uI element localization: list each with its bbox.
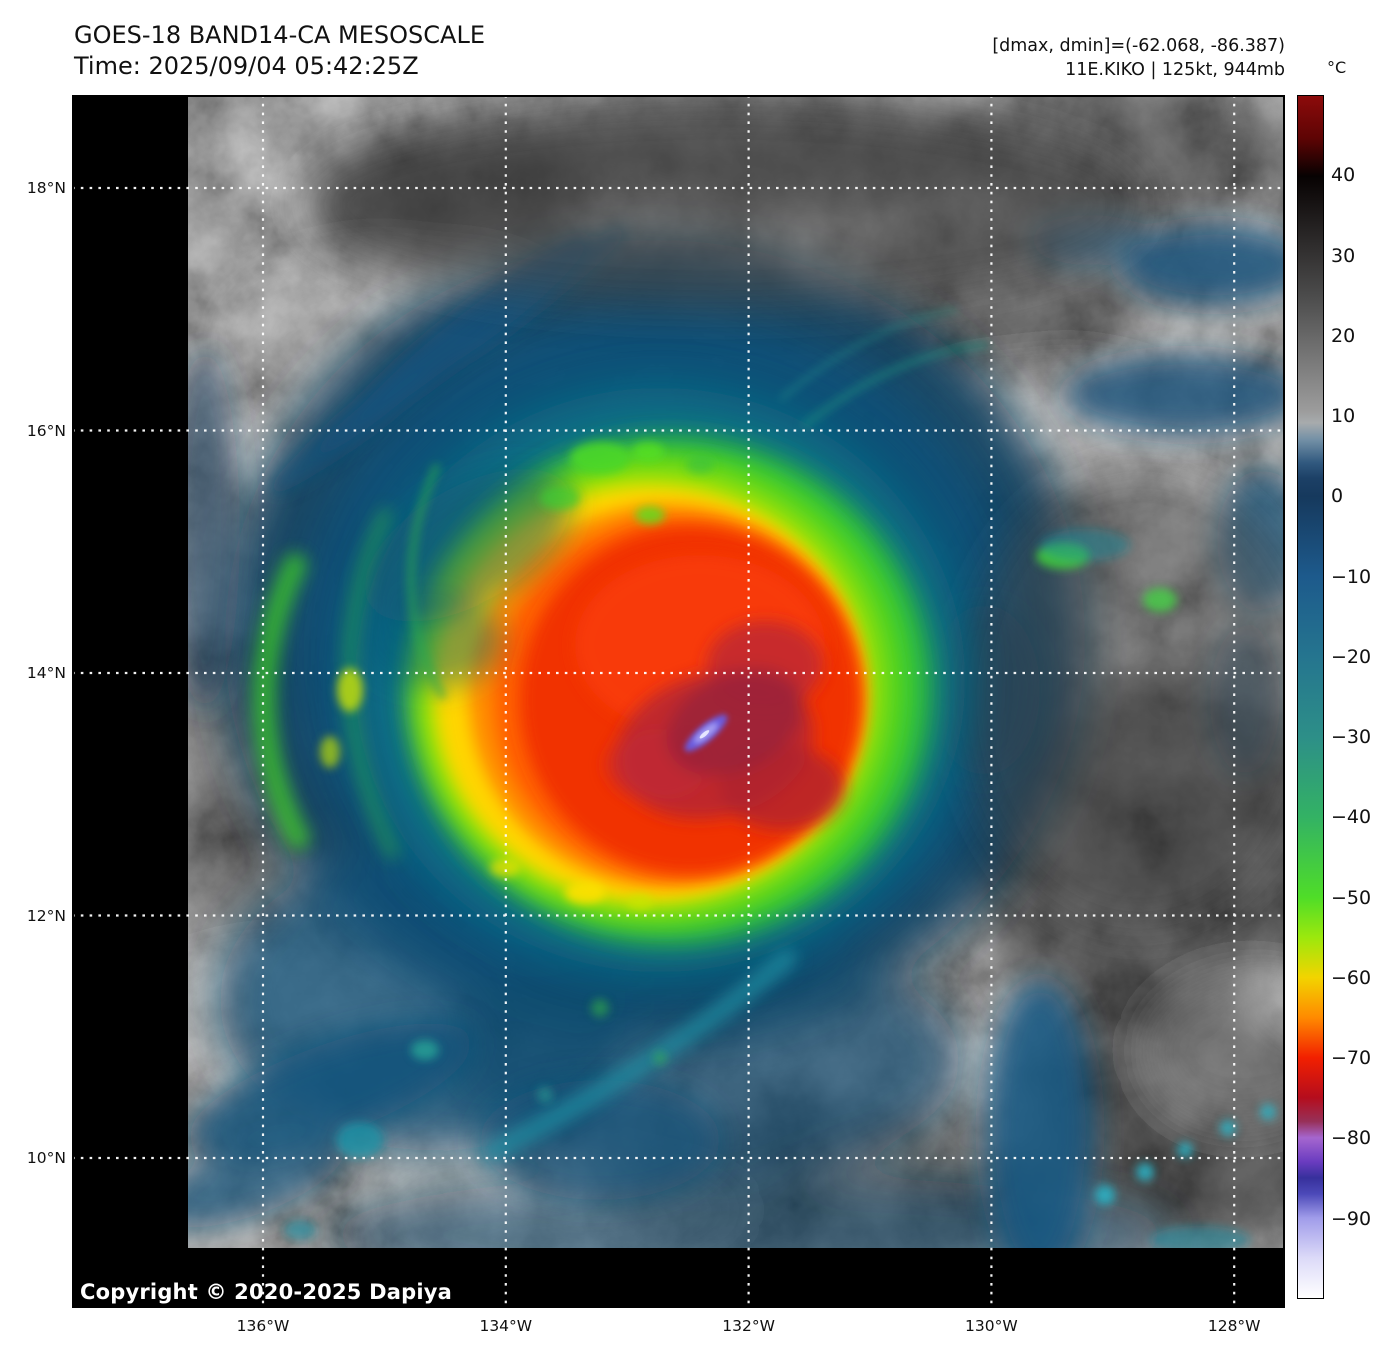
no-data-bottom-strip [72,1248,1285,1308]
colorbar-tick-label: −40 [1331,806,1372,829]
lon-tick-label: 134°W [479,1317,533,1335]
colorbar-tick-label: 40 [1331,164,1356,187]
eye-overshoot-streak [684,714,728,752]
lat-tick-label: 12°N [26,906,66,925]
lon-tick-label: 132°W [722,1317,775,1335]
colorbar-unit-label: °C [1327,58,1347,77]
satellite-data-layer [188,97,1285,1248]
lat-tick-label: 16°N [26,421,66,440]
copyright-label: Copyright © 2020-2025 Dapiya [80,1280,452,1304]
colorbar-tick-label: −50 [1331,886,1372,909]
plot-border [72,95,1285,1308]
lon-tick-label: 130°W [965,1317,1018,1335]
satellite-map-plot [72,95,1285,1308]
colorbar-tick-label: 10 [1331,405,1356,428]
lon-tick-label: 128°W [1207,1317,1261,1335]
colorbar-tick-label: −70 [1331,1047,1372,1070]
colorbar-tick-label: −80 [1331,1127,1372,1150]
satellite-image [72,95,1285,1308]
colorbar-tick-label: −90 [1331,1207,1372,1230]
colorbar [1297,95,1324,1299]
storm-info-label: 11E.KIKO | 125kt, 944mb [1065,60,1285,80]
colorbar-tick-label: 0 [1331,485,1344,508]
colorbar-tick-label: −10 [1331,565,1372,588]
time-label: Time: 2025/09/04 05:42:25Z [74,52,419,80]
header-right: [dmax, dmin]=(-62.068, -86.387) 11E.KIKO… [992,34,1285,82]
colorbar-tick-label: −60 [1331,966,1372,989]
colorbar-tick-label: 20 [1331,324,1356,347]
header-left: GOES-18 BAND14-CA MESOSCALE Time: 2025/0… [74,20,485,82]
lat-tick-label: 18°N [26,179,66,197]
colorbar-tick-label: −30 [1331,726,1372,749]
lon-tick-label: 136°W [236,1317,290,1335]
colorbar-tick-label: −20 [1331,645,1372,668]
colorbar-tick-label: 30 [1331,244,1356,267]
lat-tick-label: 14°N [26,664,66,682]
page-title: GOES-18 BAND14-CA MESOSCALE [74,21,485,49]
lat-tick-label: 10°N [26,1149,66,1167]
no-data-left-strip [72,95,188,1308]
dmax-dmin-label: [dmax, dmin]=(-62.068, -86.387) [992,36,1285,56]
